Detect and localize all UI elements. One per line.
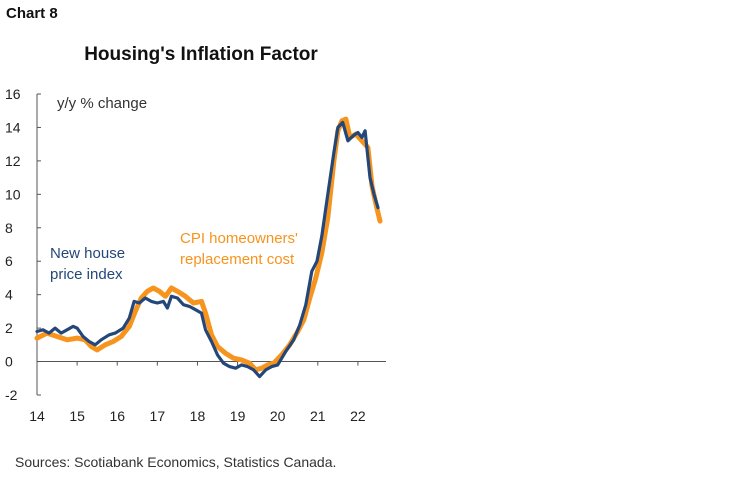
y-tick-label: 6 [5,253,13,269]
y-tick-label: 16 [5,86,21,102]
y-tick-label: 12 [5,153,21,169]
x-tick-label: 18 [190,408,206,424]
x-tick-label: 20 [270,408,286,424]
y-tick-label: -2 [5,387,18,403]
chart-title: Housing's Inflation Factor [84,44,318,65]
axes: -2 0 2 4 6 8 10 12 14 16 14 15 16 17 18 19 20 21 22 [5,86,386,424]
series-label: price index [50,266,123,283]
series-label: CPI homeowners' [180,230,298,247]
series-labels: CPI homeowners' replacement cost New house… [50,230,298,283]
x-tick-label: 16 [109,408,125,424]
series-label: New house [50,245,125,262]
x-tick-label: 17 [150,408,166,424]
y-tick-label: 0 [5,354,13,370]
series-label: replacement cost [180,251,295,268]
x-tick-label: 22 [350,408,366,424]
x-tick-label: 14 [29,408,45,424]
x-tick-label: 19 [230,408,246,424]
line-chart: Housing's Inflation Factor y/y % change … [5,44,386,424]
y-tick-label: 8 [5,220,13,236]
x-tick-label: 21 [310,408,326,424]
series-lines [34,116,383,379]
y-axis-label: y/y % change [57,95,147,112]
y-tick-label: 14 [5,119,21,135]
y-tick-label: 10 [5,186,21,202]
y-tick-label: 2 [5,320,13,336]
chart-number-label: Chart 8 [6,5,58,22]
series-line-new-house-price-index [35,120,380,379]
source-note: Sources: Scotiabank Economics, Statistic… [15,454,337,470]
y-tick-label: 4 [5,287,13,303]
x-tick-label: 15 [69,408,85,424]
